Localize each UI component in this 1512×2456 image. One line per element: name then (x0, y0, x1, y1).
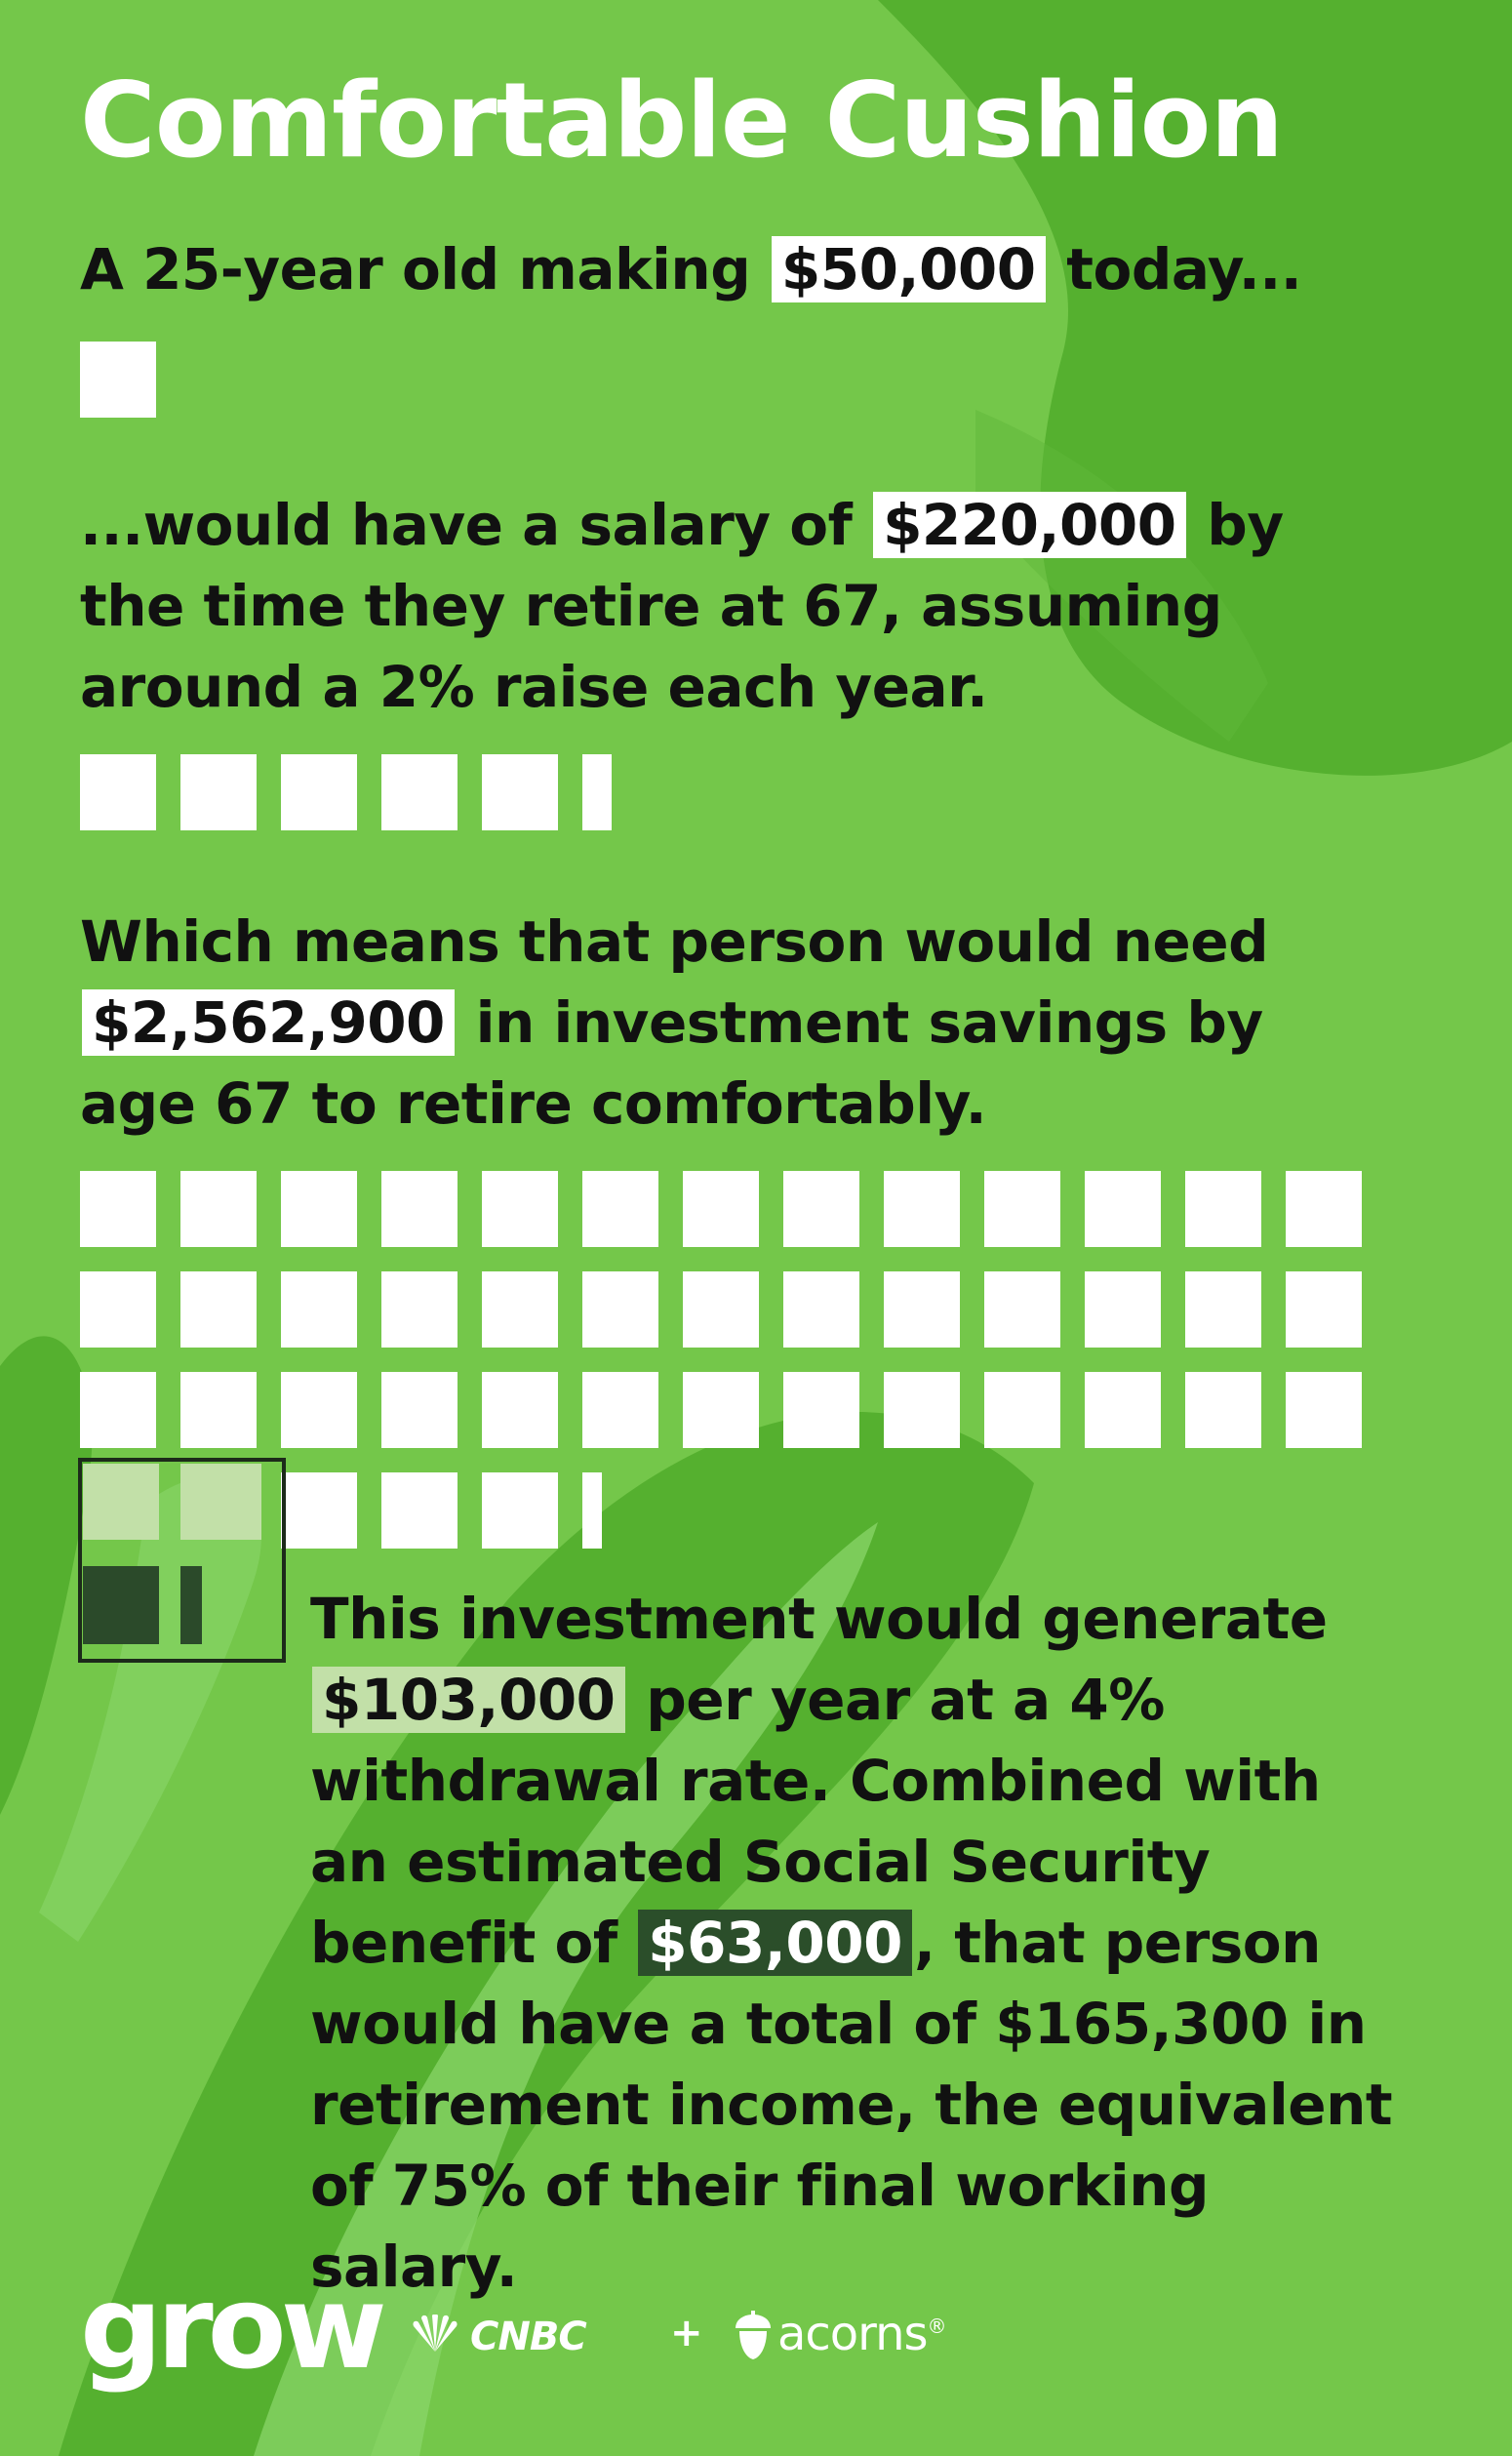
income-text-part1: This investment would generate (310, 1586, 1328, 1652)
salary-block (281, 754, 357, 830)
income-frame (78, 1458, 286, 1663)
peacock-icon (413, 2315, 458, 2352)
income-text-part3: , that person would have a total of $165… (310, 1910, 1393, 2300)
savings-text: Which means that person would need $2,56… (80, 902, 1348, 1145)
savings-block (783, 1372, 859, 1448)
salary-block (381, 754, 458, 830)
savings-block (1286, 1171, 1362, 1247)
intro-text: A 25-year old making $50,000 today... (80, 229, 1426, 310)
savings-block (80, 1171, 156, 1247)
investment-income-block (180, 1464, 261, 1540)
savings-block (381, 1372, 458, 1448)
savings-block (482, 1171, 558, 1247)
acorns-logo: acorns® (777, 2307, 947, 2361)
savings-block (482, 1472, 558, 1549)
cnbc-logo: CNBC (470, 2315, 587, 2359)
cnbc-wordmark: CNBC (470, 2315, 587, 2359)
savings-block (1185, 1271, 1261, 1348)
savings-block (381, 1171, 458, 1247)
salary-block (180, 754, 257, 830)
savings-block (281, 1271, 357, 1348)
salary-block (80, 754, 156, 830)
acorns-wordmark: acorns (777, 2307, 928, 2361)
savings-block (180, 1171, 257, 1247)
savings-block (984, 1372, 1060, 1448)
savings-block (783, 1271, 859, 1348)
savings-block (984, 1271, 1060, 1348)
savings-block (884, 1171, 960, 1247)
final-salary-text: ...would have a salary of $220,000 by th… (80, 485, 1377, 728)
savings-block (281, 1171, 357, 1247)
savings-block (582, 1171, 658, 1247)
savings-block (1085, 1271, 1161, 1348)
savings-block (381, 1271, 458, 1348)
savings-block (180, 1372, 257, 1448)
salary-block (482, 754, 558, 830)
page-title: Comfortable Cushion (80, 60, 1284, 181)
acorn-icon (736, 2311, 771, 2359)
final-salary-text-before: ...would have a salary of (80, 492, 872, 558)
savings-block (984, 1171, 1060, 1247)
savings-block (884, 1372, 960, 1448)
savings-block (80, 1372, 156, 1448)
social-security-block (83, 1566, 159, 1644)
savings-block (180, 1271, 257, 1348)
savings-block (1085, 1372, 1161, 1448)
savings-block (683, 1271, 759, 1348)
savings-block (582, 1372, 658, 1448)
savings-block (683, 1372, 759, 1448)
starting-salary-highlight: $50,000 (771, 236, 1046, 302)
social-security-highlight: $63,000 (638, 1910, 912, 1976)
savings-block (783, 1171, 859, 1247)
savings-text-after: in investment savings by age 67 to retir… (80, 989, 1263, 1137)
social-security-block-partial (180, 1566, 202, 1644)
income-text: This investment would generate $103,000 … (310, 1579, 1403, 2308)
savings-block (482, 1372, 558, 1448)
investment-income-block (83, 1464, 159, 1540)
savings-block (482, 1271, 558, 1348)
starting-salary-block (80, 342, 156, 418)
savings-block (884, 1271, 960, 1348)
registered-mark: ® (927, 2315, 947, 2338)
savings-block (683, 1171, 759, 1247)
savings-block (281, 1472, 357, 1549)
savings-block (381, 1472, 458, 1549)
intro-text-before: A 25-year old making (80, 236, 770, 302)
grow-logo: grow (80, 2260, 387, 2395)
savings-block (80, 1271, 156, 1348)
savings-block (1185, 1372, 1261, 1448)
savings-block-partial (582, 1472, 602, 1549)
final-salary-highlight: $220,000 (873, 492, 1186, 558)
savings-highlight: $2,562,900 (82, 989, 455, 1056)
income-text-part2: per year at a 4% withdrawal rate. Combin… (310, 1667, 1321, 1976)
final-salary-text-after: by the time they retire at 67, assuming … (80, 492, 1284, 720)
salary-block-partial (582, 754, 612, 830)
investment-income-highlight: $103,000 (312, 1667, 625, 1733)
savings-block (1185, 1171, 1261, 1247)
savings-block (281, 1372, 357, 1448)
savings-block (582, 1271, 658, 1348)
savings-block (1286, 1271, 1362, 1348)
intro-text-after: today... (1047, 236, 1302, 302)
savings-block (1085, 1171, 1161, 1247)
plus-sign: + (670, 2311, 703, 2355)
savings-block (1286, 1372, 1362, 1448)
savings-text-before: Which means that person would need (80, 908, 1269, 975)
